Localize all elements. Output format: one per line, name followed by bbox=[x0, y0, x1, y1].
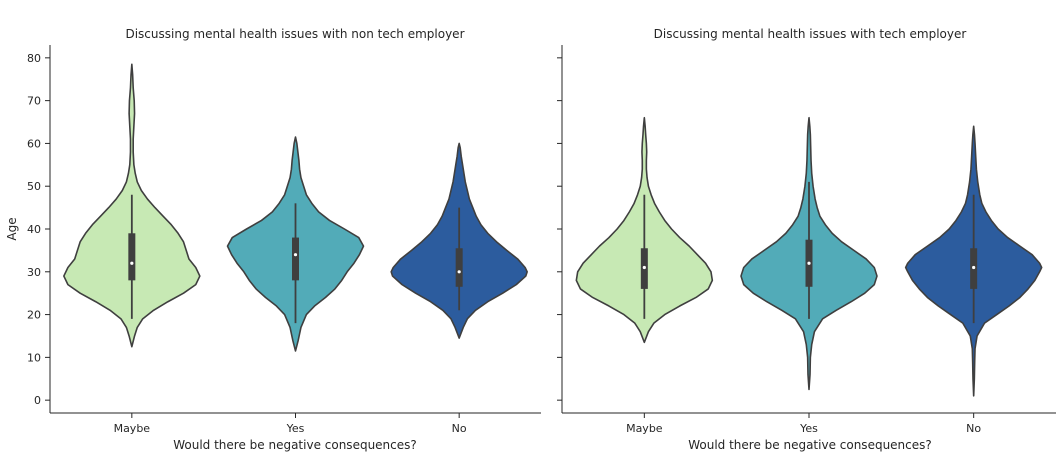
x-tick-label-maybe: Maybe bbox=[626, 422, 663, 435]
violin-no bbox=[904, 125, 1043, 397]
median-point bbox=[972, 265, 976, 270]
x-tick-label-yes: Yes bbox=[799, 422, 818, 435]
violin-yes bbox=[740, 116, 878, 391]
median-point bbox=[293, 253, 298, 257]
y-tick-label: 80 bbox=[27, 52, 41, 65]
median-point bbox=[130, 261, 134, 265]
y-tick-label: 30 bbox=[27, 266, 41, 279]
y-tick-label: 50 bbox=[27, 180, 41, 193]
x-ticks: Maybe Yes No bbox=[626, 413, 981, 435]
panel-non-tech-employer: Discussing mental health issues with non… bbox=[5, 27, 541, 452]
x-ticks: Maybe Yes No bbox=[114, 413, 467, 435]
x-axis-label: Would there be negative consequences? bbox=[688, 438, 932, 452]
iqr-box bbox=[455, 248, 463, 287]
iqr-box bbox=[128, 233, 136, 281]
y-axis-label: Age bbox=[5, 217, 19, 240]
violin-maybe bbox=[575, 116, 714, 344]
violin-yes bbox=[226, 136, 365, 352]
chart-title: Discussing mental health issues with tec… bbox=[654, 27, 967, 41]
y-tick-label: 20 bbox=[27, 309, 41, 322]
y-tick-label: 70 bbox=[27, 95, 41, 108]
median-point bbox=[807, 261, 811, 265]
x-tick-label-maybe: Maybe bbox=[114, 422, 151, 435]
y-tick-label: 40 bbox=[27, 223, 41, 236]
y-tick-label: 60 bbox=[27, 137, 41, 150]
median-point bbox=[457, 270, 461, 274]
panel-tech-employer: Discussing mental health issues with tec… bbox=[557, 27, 1056, 452]
violin-no bbox=[390, 142, 528, 339]
violins bbox=[575, 116, 1043, 397]
x-tick-label-no: No bbox=[452, 422, 467, 435]
x-axis-label: Would there be negative consequences? bbox=[173, 438, 417, 452]
y-ticks: 0 10 20 30 40 50 60 70 80 bbox=[27, 52, 50, 407]
median-point bbox=[642, 265, 646, 270]
violin-maybe bbox=[63, 63, 201, 348]
y-ticks bbox=[557, 57, 562, 401]
chart-title: Discussing mental health issues with non… bbox=[125, 27, 464, 41]
violins bbox=[63, 63, 528, 352]
x-tick-label-no: No bbox=[966, 422, 981, 435]
iqr-box bbox=[292, 237, 299, 281]
x-tick-label-yes: Yes bbox=[286, 422, 305, 435]
y-tick-label: 10 bbox=[27, 351, 41, 364]
y-tick-label: 0 bbox=[34, 394, 41, 407]
